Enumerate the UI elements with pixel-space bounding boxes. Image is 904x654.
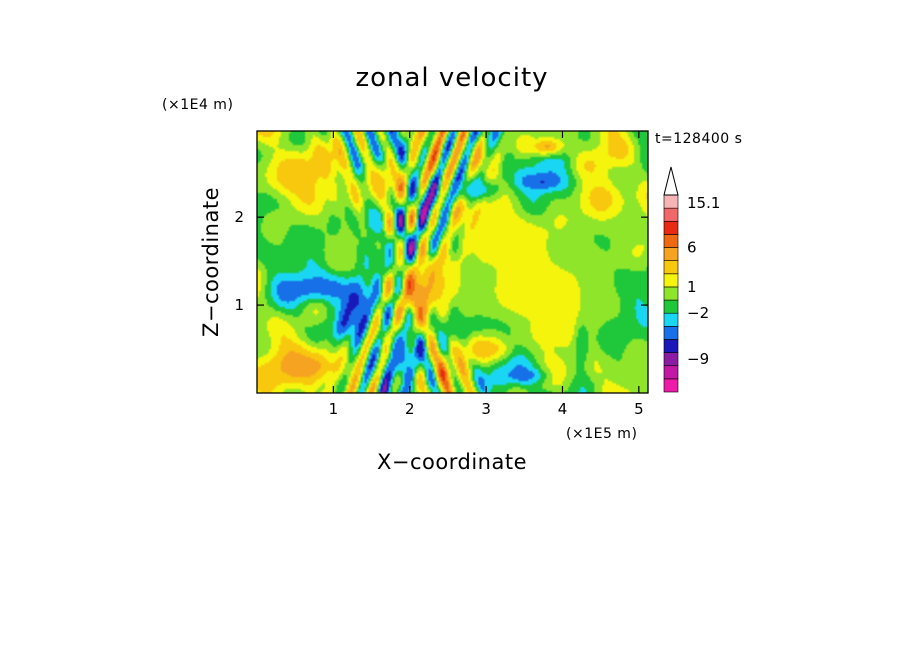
y-axis-ticks: 12 [234,208,648,314]
colorbar-level [663,312,679,327]
x-unit-label: (×1E5 m) [566,426,637,442]
x-tick-label: 1 [329,400,339,418]
colorbar-label: −2 [687,304,709,322]
colorbar-level [663,207,679,222]
x-tick-label: 5 [634,400,644,418]
x-tick-label: 4 [558,400,568,418]
x-tick-label: 3 [481,400,491,418]
colorbar-level [663,220,679,235]
time-label: t=128400 s [655,131,742,147]
colorbar-label: −9 [687,350,709,368]
chart-title: zonal velocity [355,63,548,93]
colorbar-level [663,260,679,275]
colorbar-level [663,234,679,248]
x-axis-label: X−coordinate [377,450,527,474]
plot-frame [256,130,649,394]
y-tick-label: 1 [234,296,244,314]
x-tick-label: 2 [405,400,415,418]
plot-area [257,131,648,393]
y-unit-label: (×1E4 m) [162,97,233,113]
colorbar-level [663,194,679,209]
velocity-field [257,131,648,393]
colorbar-level [663,273,679,288]
y-tick-label: 2 [234,208,244,226]
colorbar-extend-arrow [663,166,679,196]
colorbar-level [663,365,679,380]
colorbar-level [663,352,679,367]
colorbar-label: 1 [687,278,697,296]
x-axis-ticks: 1 2 3 4 5 [329,131,644,418]
colorbar: −9 −2 1 6 15.1 [663,166,720,393]
colorbar-label: 6 [687,239,697,257]
colorbar-level [663,339,679,353]
colorbar-label: 15.1 [687,194,720,212]
y-axis-label: Z−coordinate [199,187,223,337]
colorbar-level [663,247,679,261]
colorbar-level [663,378,679,393]
colorbar-level [663,299,679,314]
colorbar-level [663,326,679,340]
colorbar-level [663,286,679,301]
